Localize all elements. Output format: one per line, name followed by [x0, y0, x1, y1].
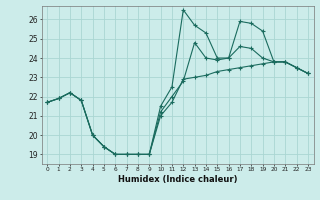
X-axis label: Humidex (Indice chaleur): Humidex (Indice chaleur): [118, 175, 237, 184]
